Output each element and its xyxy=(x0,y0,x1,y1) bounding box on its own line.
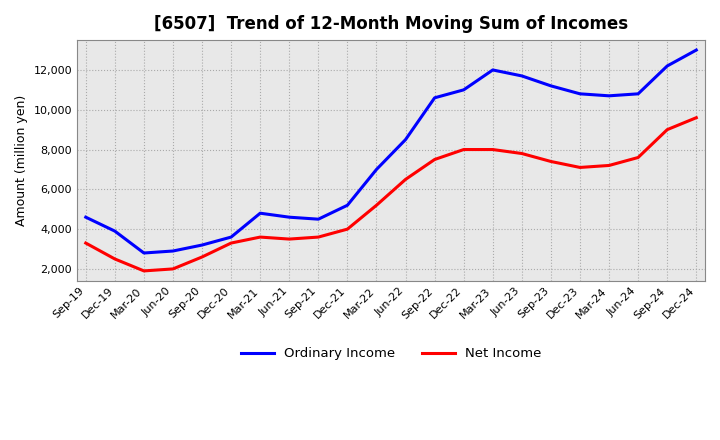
Y-axis label: Amount (million yen): Amount (million yen) xyxy=(15,95,28,226)
Ordinary Income xyxy=(488,67,497,73)
Ordinary Income xyxy=(518,73,526,79)
Net Income xyxy=(546,159,555,164)
Ordinary Income xyxy=(576,91,585,96)
Ordinary Income xyxy=(227,235,235,240)
Legend: Ordinary Income, Net Income: Ordinary Income, Net Income xyxy=(235,342,546,366)
Net Income xyxy=(140,268,148,274)
Net Income xyxy=(227,240,235,246)
Ordinary Income xyxy=(343,202,352,208)
Ordinary Income xyxy=(401,137,410,142)
Net Income xyxy=(168,266,177,271)
Net Income xyxy=(314,235,323,240)
Net Income xyxy=(256,235,264,240)
Ordinary Income xyxy=(81,215,90,220)
Ordinary Income xyxy=(692,48,701,53)
Ordinary Income xyxy=(168,248,177,253)
Net Income xyxy=(401,177,410,182)
Net Income xyxy=(663,127,672,132)
Net Income xyxy=(634,155,642,160)
Line: Ordinary Income: Ordinary Income xyxy=(86,50,696,253)
Net Income xyxy=(372,202,381,208)
Ordinary Income xyxy=(431,95,439,100)
Net Income xyxy=(431,157,439,162)
Net Income xyxy=(488,147,497,152)
Net Income xyxy=(605,163,613,168)
Net Income xyxy=(198,254,207,260)
Ordinary Income xyxy=(140,250,148,256)
Net Income xyxy=(285,236,294,242)
Net Income xyxy=(110,257,119,262)
Ordinary Income xyxy=(372,167,381,172)
Ordinary Income xyxy=(314,216,323,222)
Ordinary Income xyxy=(256,211,264,216)
Ordinary Income xyxy=(634,91,642,96)
Line: Net Income: Net Income xyxy=(86,118,696,271)
Net Income xyxy=(459,147,468,152)
Title: [6507]  Trend of 12-Month Moving Sum of Incomes: [6507] Trend of 12-Month Moving Sum of I… xyxy=(154,15,628,33)
Ordinary Income xyxy=(285,215,294,220)
Ordinary Income xyxy=(110,228,119,234)
Net Income xyxy=(81,240,90,246)
Ordinary Income xyxy=(605,93,613,99)
Net Income xyxy=(692,115,701,121)
Ordinary Income xyxy=(459,87,468,92)
Net Income xyxy=(518,151,526,156)
Ordinary Income xyxy=(546,83,555,88)
Ordinary Income xyxy=(663,63,672,69)
Net Income xyxy=(576,165,585,170)
Net Income xyxy=(343,227,352,232)
Ordinary Income xyxy=(198,242,207,248)
